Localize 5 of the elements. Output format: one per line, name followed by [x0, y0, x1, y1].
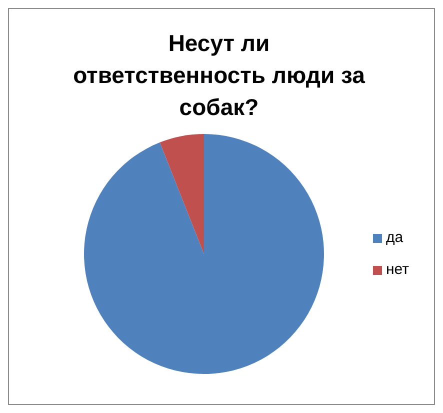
pie-slice: [84, 134, 324, 374]
chart-title: Несут ли ответственность люди за собак?: [72, 29, 366, 122]
legend-label: да: [386, 229, 404, 246]
legend-label: нет: [386, 261, 409, 278]
pie-slice: [160, 134, 204, 254]
